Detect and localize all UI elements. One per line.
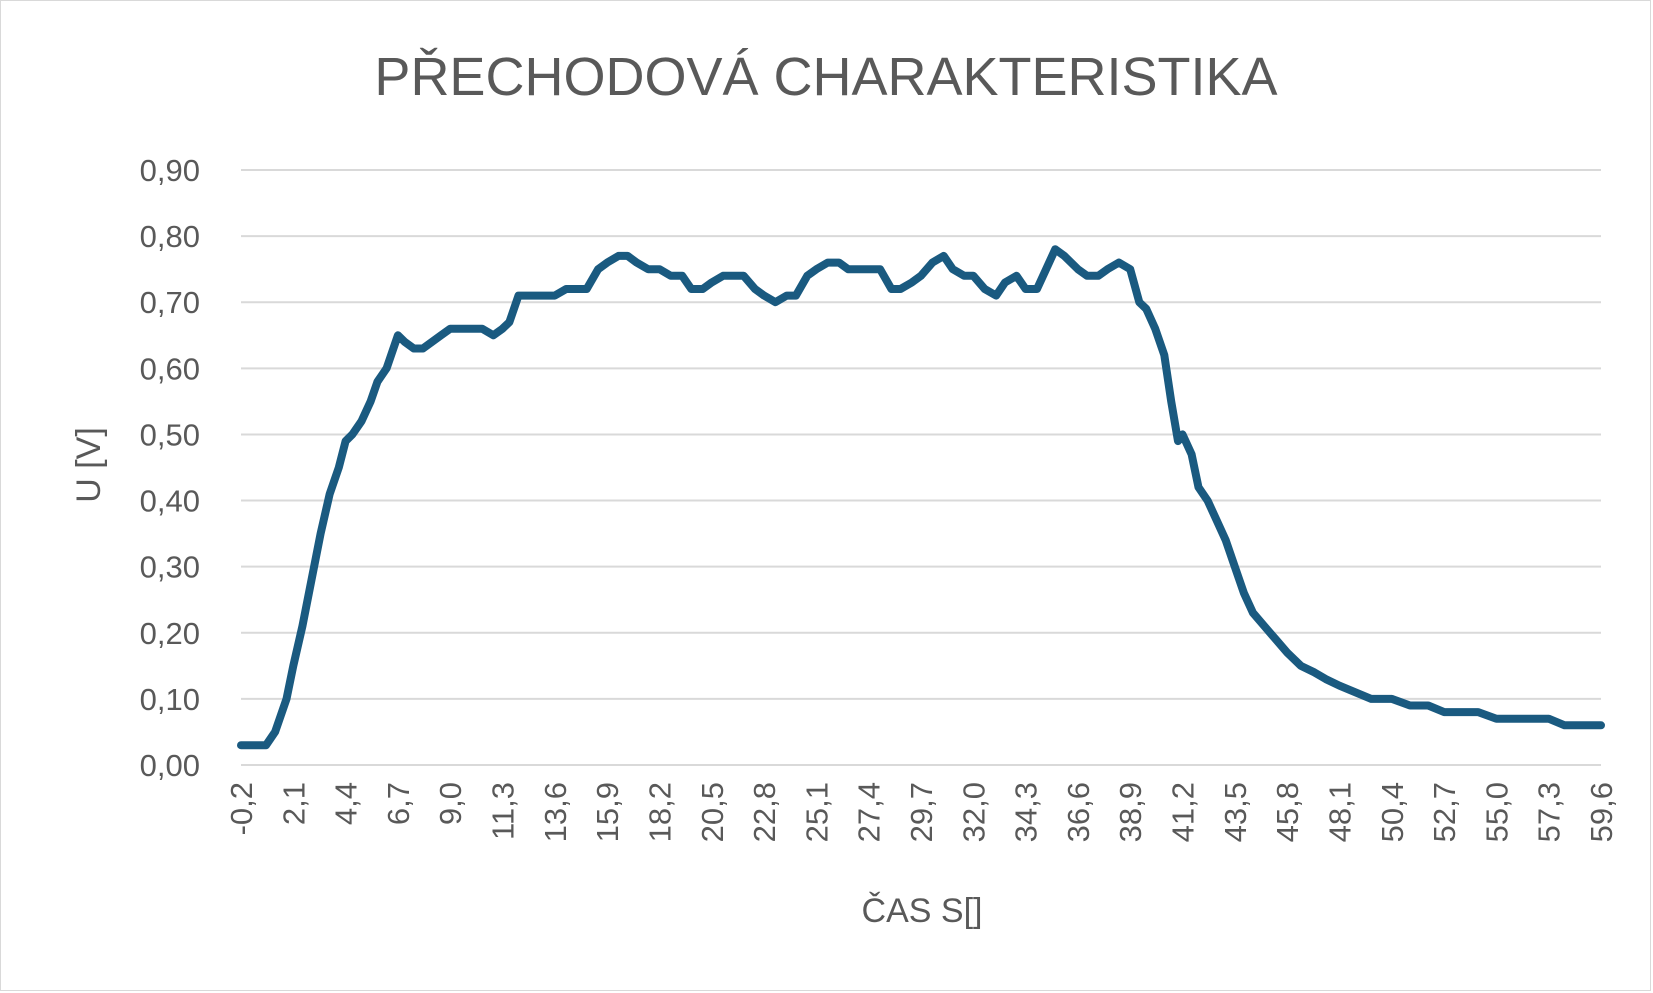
x-tick-label: 29,7 [904, 782, 939, 842]
x-tick-label: 13,6 [538, 782, 573, 842]
x-tick-label: 50,4 [1375, 782, 1410, 842]
x-tick-label: 6,7 [381, 782, 416, 825]
x-tick-label: 25,1 [799, 782, 834, 842]
plot-area [237, 245, 1605, 750]
x-tick-label: 34,3 [1009, 782, 1044, 842]
chart-title: PŘECHODOVÁ CHARAKTERISTIKA [374, 47, 1277, 107]
y-axis-ticks: 0,00 0,10 0,20 0,30 0,40 0,50 0,60 0,70 0,80 0,90 [140, 153, 200, 783]
y-tick-label: 0,60 [140, 351, 200, 386]
x-tick-label: 27,4 [852, 782, 887, 842]
y-tick-label: 0,40 [140, 484, 200, 519]
x-tick-label: 57,3 [1532, 782, 1567, 842]
x-tick-label: 41,2 [1166, 782, 1201, 842]
x-tick-label: 20,5 [695, 782, 730, 842]
y-tick-label: 0,20 [140, 616, 200, 651]
x-tick-label: 32,0 [956, 782, 991, 842]
x-tick-label: 9,0 [433, 782, 468, 825]
x-axis-ticks: -0,2 2,1 4,4 6,7 9,0 11,3 13,6 15,9 18,2 20,5 22,8… [224, 782, 1619, 842]
y-tick-label: 0,70 [140, 285, 200, 320]
y-tick-label: 0,10 [140, 682, 200, 717]
y-tick-label: 0,50 [140, 417, 200, 452]
x-tick-label: 15,9 [590, 782, 625, 842]
x-tick-label: 36,6 [1061, 782, 1096, 842]
x-tick-label: 59,6 [1584, 782, 1619, 842]
x-tick-label: 11,3 [486, 782, 521, 840]
series-line [237, 245, 1605, 750]
grid-lines [241, 169, 1601, 766]
x-tick-label: 55,0 [1479, 782, 1514, 842]
y-tick-label: 0,30 [140, 550, 200, 585]
x-tick-label: 4,4 [329, 782, 364, 825]
x-tick-label: 48,1 [1322, 782, 1357, 842]
y-axis-title: U [V] [70, 427, 108, 503]
x-tick-label: 2,1 [276, 782, 311, 825]
x-tick-label: 18,2 [642, 782, 677, 842]
x-tick-label: 45,8 [1270, 782, 1305, 842]
x-tick-label: -0,2 [224, 782, 259, 835]
x-tick-label: 38,9 [1113, 782, 1148, 842]
y-tick-label: 0,00 [140, 748, 200, 783]
x-tick-label: 43,5 [1218, 782, 1253, 842]
x-axis-title: ČAS S[] [862, 892, 983, 930]
x-tick-label: 22,8 [747, 782, 782, 842]
y-tick-label: 0,90 [140, 153, 200, 188]
y-tick-label: 0,80 [140, 219, 200, 254]
x-tick-label: 52,7 [1427, 782, 1462, 842]
